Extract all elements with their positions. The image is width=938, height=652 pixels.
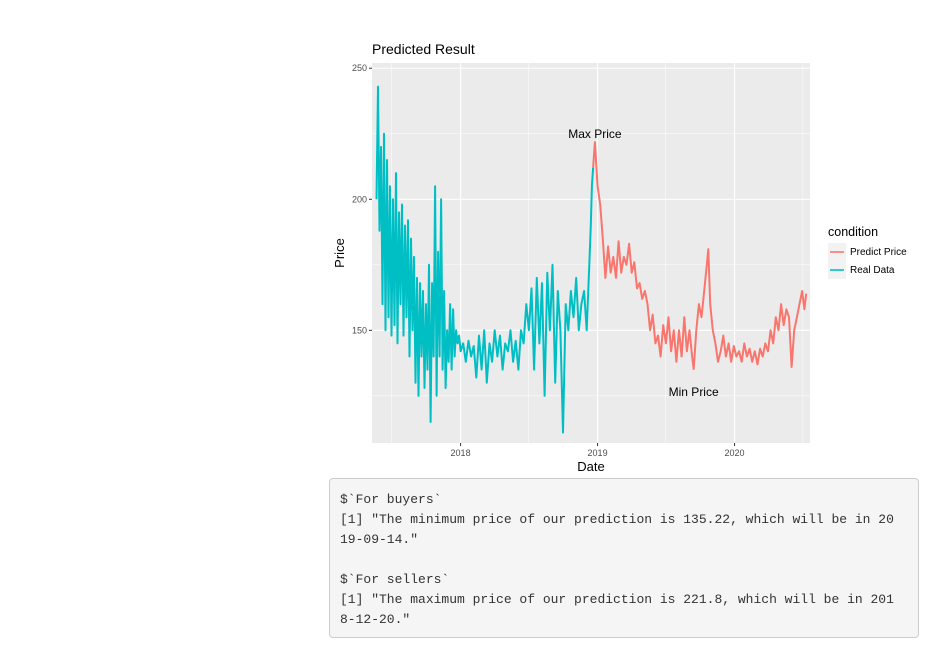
chart: Predicted Result 150 200 250 2018 2019 2020 M… bbox=[332, 41, 907, 474]
x-tick-label: 2018 bbox=[451, 448, 471, 458]
sellers-line-1: [1] "The maximum price of our prediction… bbox=[340, 592, 894, 607]
buyers-header: $`For buyers` bbox=[340, 492, 442, 507]
buyers-line-1: [1] "The minimum price of our prediction… bbox=[340, 512, 894, 527]
series-lines bbox=[375, 85, 808, 434]
series-line-real-data bbox=[375, 85, 595, 434]
legend: condition Predict Price Real Data bbox=[828, 225, 907, 279]
legend-label-predict: Predict Price bbox=[850, 247, 907, 258]
y-axis-label: Price bbox=[332, 238, 347, 268]
annotation-label: Min Price bbox=[669, 385, 719, 399]
y-tick-label: 200 bbox=[352, 194, 367, 204]
x-tick-label: 2020 bbox=[725, 448, 745, 458]
y-tick-label: 250 bbox=[352, 63, 367, 73]
chart-title: Predicted Result bbox=[372, 41, 475, 57]
sellers-header: $`For sellers` bbox=[340, 572, 450, 587]
buyers-line-2: 19-09-14." bbox=[340, 532, 419, 547]
legend-title: condition bbox=[828, 225, 878, 239]
series-line-predict-price bbox=[592, 141, 808, 370]
sellers-line-2: 8-12-20." bbox=[340, 612, 411, 627]
axes: 150 200 250 2018 2019 2020 bbox=[352, 63, 745, 458]
x-axis-label: Date bbox=[577, 459, 604, 474]
y-tick-label: 150 bbox=[352, 325, 367, 335]
console-output: $`For buyers` [1] "The minimum price of … bbox=[329, 478, 919, 638]
annotation-label: Max Price bbox=[568, 127, 622, 141]
output-spacer bbox=[340, 550, 908, 570]
annotations: Max Price Min Price bbox=[568, 127, 719, 399]
x-tick-label: 2019 bbox=[588, 448, 608, 458]
legend-label-real: Real Data bbox=[850, 265, 895, 276]
